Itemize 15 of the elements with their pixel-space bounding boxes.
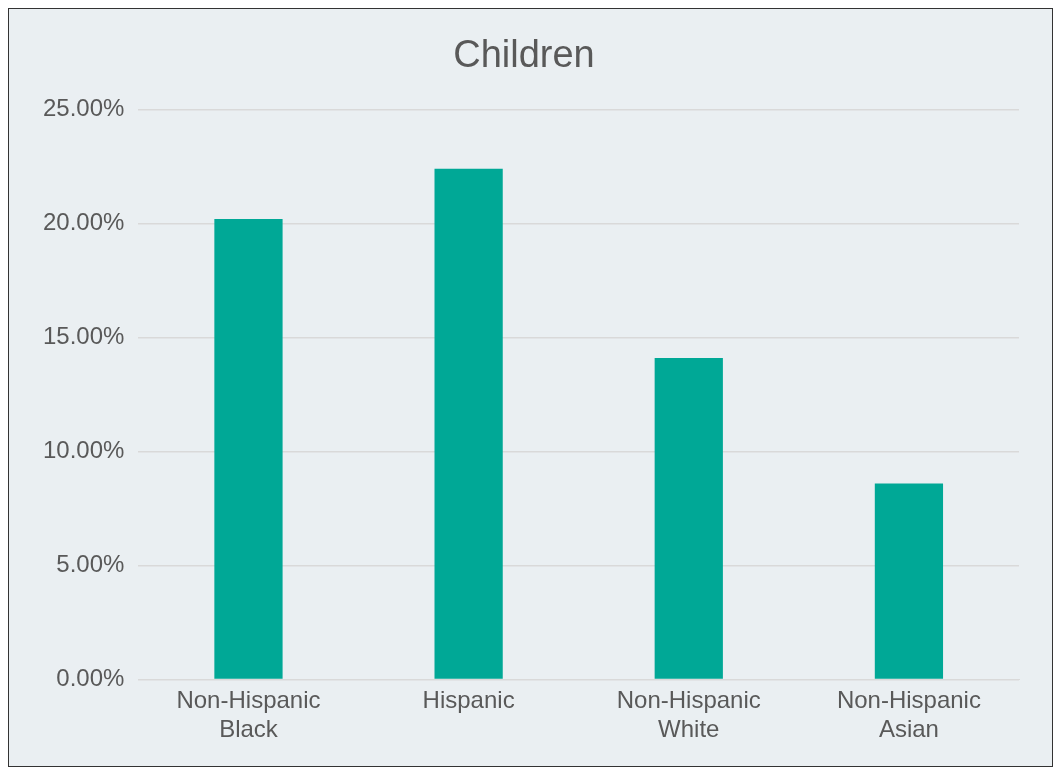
y-tick-label: 5.00% bbox=[56, 550, 125, 578]
x-tick-label: Hispanic bbox=[422, 686, 515, 714]
bar bbox=[654, 358, 723, 679]
y-tick-label: 25.00% bbox=[42, 94, 125, 122]
y-tick-label: 20.00% bbox=[42, 208, 125, 236]
bar bbox=[874, 483, 944, 679]
x-tick-label: Non-Hispanic Black bbox=[176, 686, 321, 743]
chart-title: Children bbox=[453, 33, 595, 76]
y-tick-label: 15.00% bbox=[42, 322, 125, 350]
bar bbox=[434, 168, 503, 679]
x-tick-label: Non-Hispanic Asian bbox=[836, 686, 981, 743]
x-tick-label: Non-Hispanic White bbox=[616, 686, 761, 743]
bar bbox=[214, 219, 283, 679]
y-tick-label: 0.00% bbox=[56, 664, 125, 692]
y-tick-label: 10.00% bbox=[42, 436, 125, 464]
